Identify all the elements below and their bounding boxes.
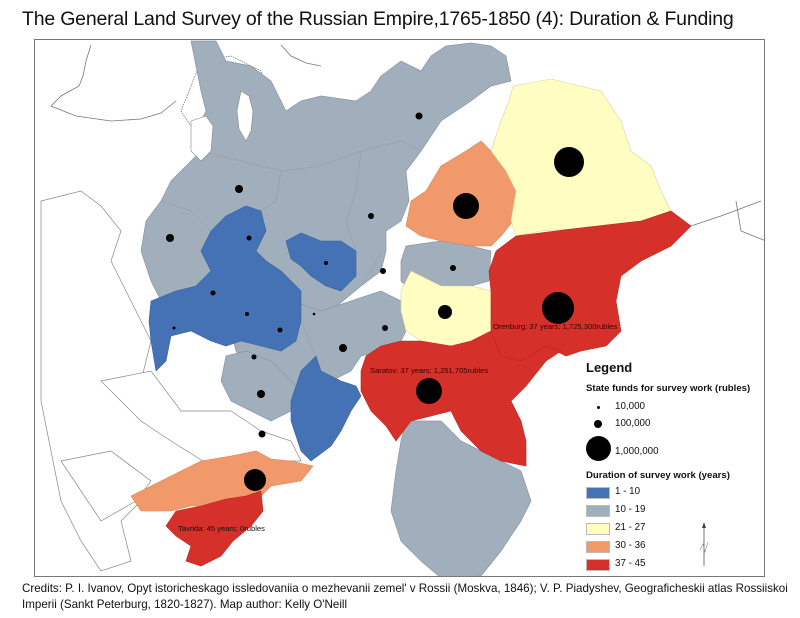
fund-legend-item: 100,000 <box>586 416 766 434</box>
fund-label: 100,000 <box>615 418 651 429</box>
duration-legend-item: 10 - 19 <box>586 503 766 521</box>
map-canvas <box>40 40 764 576</box>
duration-legend-item: 21 - 27 <box>586 521 766 539</box>
swatch-30-36 <box>586 541 610 553</box>
lake-ladoga <box>190 115 214 162</box>
orenburg-label: Orenburg: 37 years; 1,725,300rubles <box>493 322 618 331</box>
region-37-45-orenburg <box>488 210 692 362</box>
swatch-1-10 <box>586 487 610 499</box>
map-frame <box>34 39 765 577</box>
saratov-label: Saratov: 37 years; 1,251,705rubles <box>370 366 489 375</box>
region-37-45-saratov <box>360 330 562 467</box>
duration-label: 21 - 27 <box>615 522 646 533</box>
region-1-10-northeast <box>285 232 357 292</box>
funding-dots <box>166 112 584 491</box>
swatch-10-19 <box>586 505 610 517</box>
credits: Credits: P. I. Ivanov, Opyt istoricheska… <box>22 582 788 611</box>
small-dot-icon <box>597 406 600 409</box>
medium-dot-icon <box>594 420 602 428</box>
duration-label: 30 - 36 <box>615 540 646 551</box>
fund-label: 1,000,000 <box>615 446 659 457</box>
duration-legend-item: 30 - 36 <box>586 539 766 557</box>
region-1-10-south <box>290 355 362 462</box>
funds-legend-title: State funds for survey work (rubles) <box>586 383 751 394</box>
swatch-21-27 <box>586 523 610 535</box>
map-title: The General Land Survey of the Russian E… <box>22 8 734 30</box>
duration-label: 10 - 19 <box>615 504 646 515</box>
duration-legend-item: 37 - 45 <box>586 557 766 575</box>
legend-title: Legend <box>586 360 633 375</box>
lake <box>236 90 254 142</box>
large-dot-icon <box>586 436 611 461</box>
region-1-10-west <box>148 205 302 372</box>
duration-label: 1 - 10 <box>615 486 641 497</box>
duration-label: 37 - 45 <box>615 558 646 569</box>
fund-legend-item: 10,000 <box>586 398 766 416</box>
region-10-19-south <box>390 420 532 576</box>
north-arrow-icon <box>699 522 709 566</box>
region-37-45-tavrida <box>165 490 264 567</box>
swatch-37-45 <box>586 559 610 571</box>
fund-legend-item: 1,000,000 <box>586 434 766 466</box>
tavrida-label: Tavrida: 45 years; 0rubles <box>178 524 265 533</box>
duration-legend-item: 1 - 10 <box>586 485 766 503</box>
region-30-36-south <box>130 450 314 512</box>
duration-legend-title: Duration of survey work (years) <box>586 470 730 481</box>
legend: Legend State funds for survey work (rubl… <box>586 360 766 575</box>
fund-label: 10,000 <box>615 401 645 412</box>
